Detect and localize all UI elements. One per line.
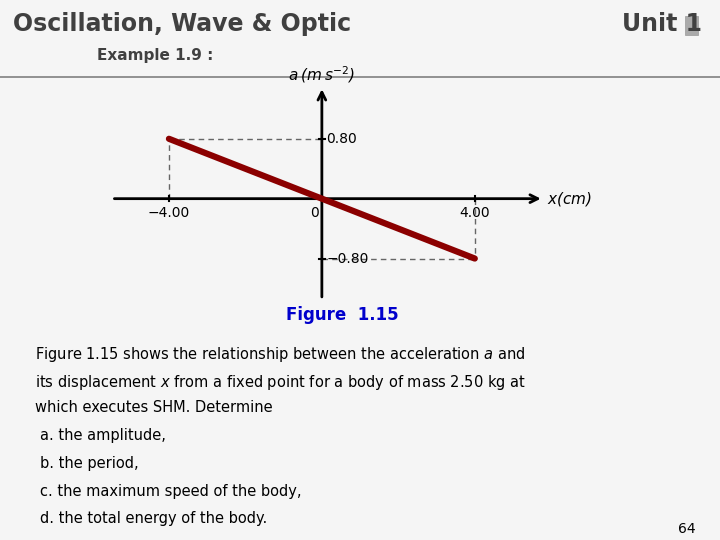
Text: c. the maximum speed of the body,: c. the maximum speed of the body, bbox=[40, 484, 302, 498]
Text: 0.80: 0.80 bbox=[326, 132, 357, 146]
Text: d. the total energy of the body.: d. the total energy of the body. bbox=[40, 511, 268, 526]
Text: $a$ (m s$^{-2}$): $a$ (m s$^{-2}$) bbox=[289, 64, 356, 85]
Text: Figure 1.15 shows the relationship between the acceleration $a$ and: Figure 1.15 shows the relationship betwe… bbox=[35, 345, 525, 364]
Text: 4.00: 4.00 bbox=[459, 206, 490, 220]
Text: −0.80: −0.80 bbox=[326, 252, 369, 266]
Text: its displacement $x$ from a fixed point for a body of mass 2.50 kg at: its displacement $x$ from a fixed point … bbox=[35, 373, 526, 392]
Text: Oscillation, Wave & Optic: Oscillation, Wave & Optic bbox=[13, 12, 351, 36]
Text: Example 1.9 :: Example 1.9 : bbox=[97, 48, 214, 63]
Text: 64: 64 bbox=[678, 522, 696, 536]
Text: 0: 0 bbox=[310, 206, 318, 220]
Text: $x$(cm): $x$(cm) bbox=[546, 190, 592, 208]
Text: which executes SHM. Determine: which executes SHM. Determine bbox=[35, 401, 272, 415]
Text: Unit 1: Unit 1 bbox=[622, 12, 702, 36]
Bar bbox=[685, 16, 698, 35]
Text: −4.00: −4.00 bbox=[148, 206, 190, 220]
Text: Figure  1.15: Figure 1.15 bbox=[286, 306, 398, 324]
Text: a. the amplitude,: a. the amplitude, bbox=[40, 428, 166, 443]
Text: b. the period,: b. the period, bbox=[40, 456, 139, 471]
